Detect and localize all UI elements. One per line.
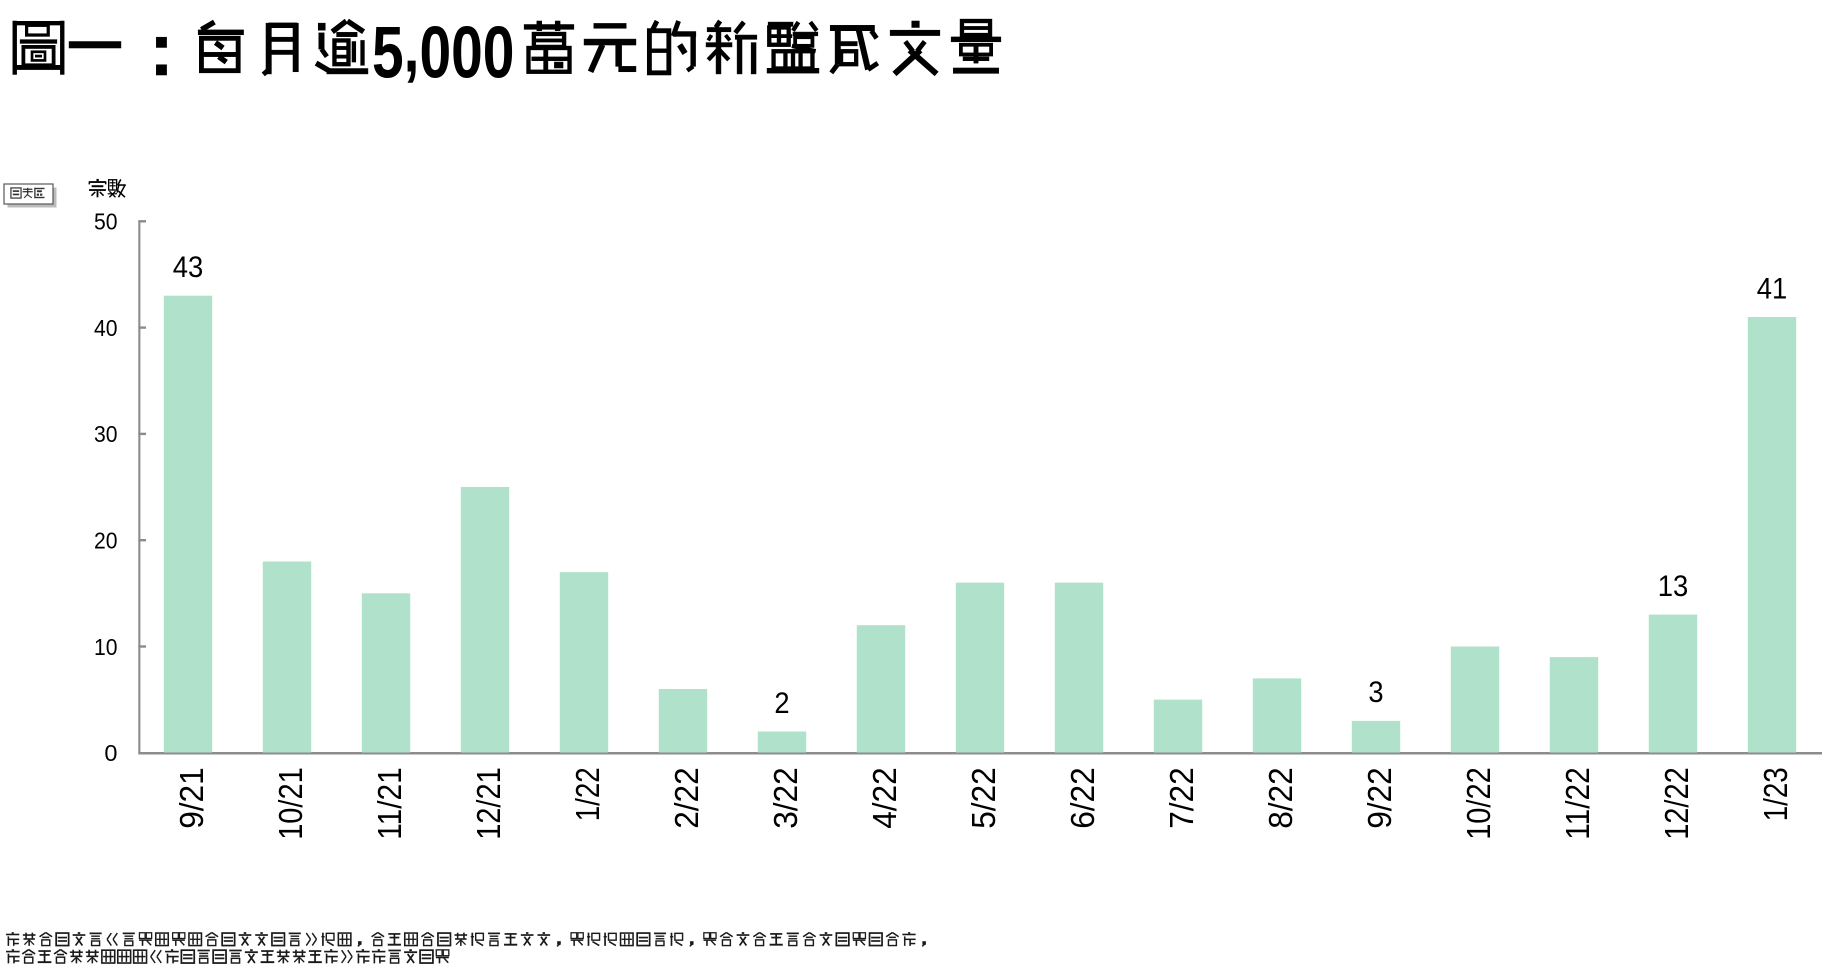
svg-text:0: 0	[104, 740, 117, 766]
svg-text:12/22: 12/22	[1658, 767, 1695, 840]
svg-text:10: 10	[94, 634, 118, 660]
svg-text:11/21: 11/21	[371, 767, 408, 840]
svg-text:3: 3	[1368, 676, 1383, 709]
svg-text:5/22: 5/22	[965, 767, 1002, 829]
svg-text:5,000: 5,000	[372, 6, 514, 93]
svg-text:9/21: 9/21	[173, 767, 210, 829]
svg-text:4/22: 4/22	[866, 767, 903, 829]
svg-text:20: 20	[94, 528, 118, 554]
svg-text:2/22: 2/22	[668, 767, 705, 829]
svg-text:6/22: 6/22	[1064, 767, 1101, 829]
svg-text:50: 50	[94, 209, 118, 235]
svg-text:13: 13	[1658, 570, 1689, 603]
svg-text:2: 2	[774, 687, 789, 720]
svg-text:1/23: 1/23	[1757, 767, 1794, 821]
svg-text:1/22: 1/22	[569, 767, 606, 821]
svg-text:9/22: 9/22	[1361, 767, 1398, 829]
svg-text:8/22: 8/22	[1262, 767, 1299, 829]
svg-text:10/22: 10/22	[1460, 767, 1497, 840]
svg-text:43: 43	[173, 251, 204, 284]
svg-text:40: 40	[94, 315, 118, 341]
svg-text:11/22: 11/22	[1559, 767, 1596, 840]
svg-text:10/21: 10/21	[272, 767, 309, 840]
svg-text:41: 41	[1757, 272, 1788, 305]
svg-text:12/21: 12/21	[470, 767, 507, 840]
svg-text:3/22: 3/22	[767, 767, 804, 829]
svg-text:30: 30	[94, 421, 118, 447]
svg-text:7/22: 7/22	[1163, 767, 1200, 829]
